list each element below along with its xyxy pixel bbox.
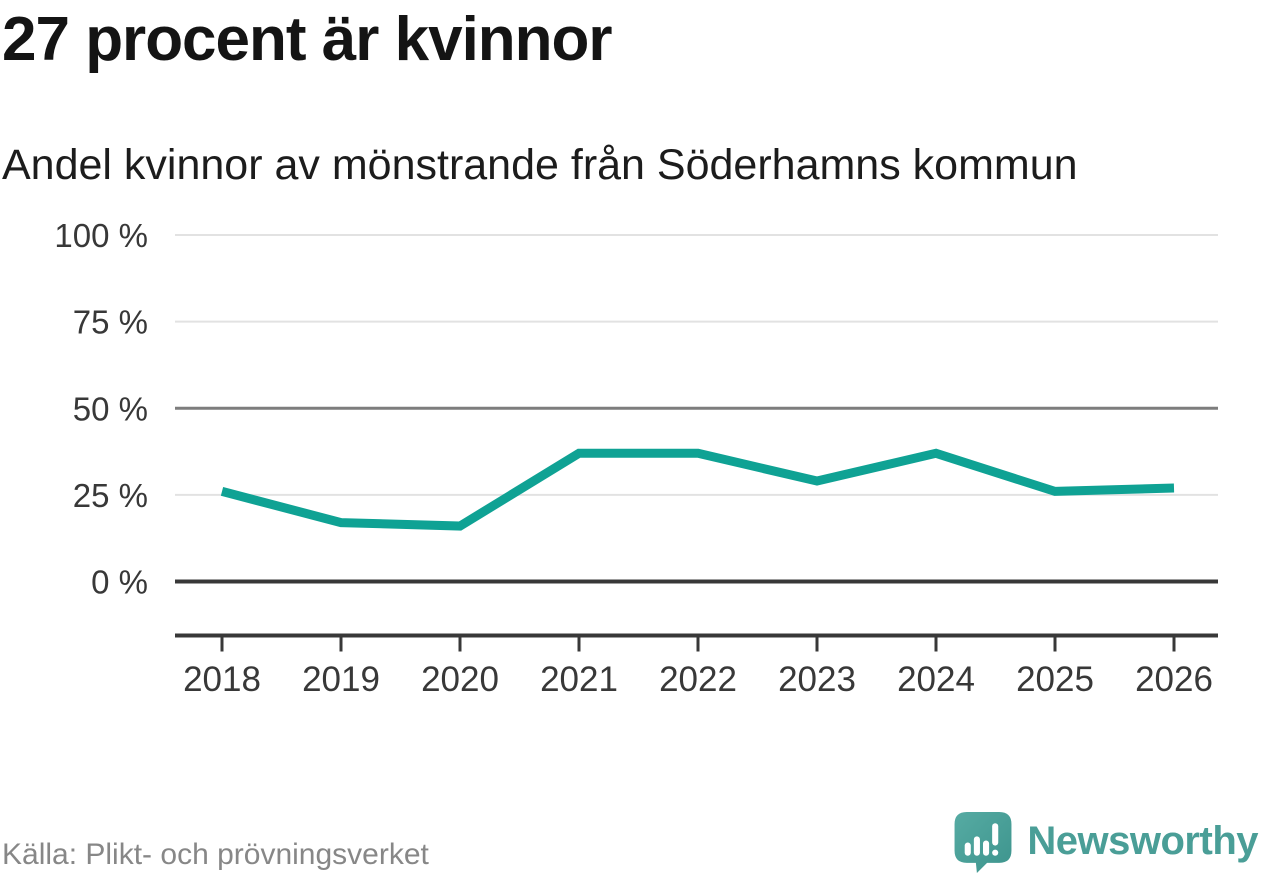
newsworthy-bubble-icon [954,812,1012,873]
x-axis-label-2023: 2023 [778,660,856,699]
page-title: 27 procent är kvinnor [2,5,613,74]
bar-chart-bar-medium [983,840,990,856]
data-line [220,448,1175,531]
x-axis-label-2022: 2022 [659,660,737,699]
x-axis-label-2026: 2026 [1135,660,1213,699]
exclamation-dot [992,849,999,856]
y-axis-label-75: 75 % [73,304,148,341]
bar-chart-bar-tall [974,836,981,856]
y-axis-label-0: 0 % [91,564,148,601]
x-axis-label-2024: 2024 [897,660,975,699]
exclamation-stem [992,823,999,846]
x-axis-label-2025: 2025 [1016,660,1094,699]
speech-bubble-shape [954,812,1012,873]
chart-subtitle: Andel kvinnor av mönstrande från Söderha… [2,141,1078,189]
x-axis-label-2019: 2019 [302,660,380,699]
newsworthy-logo: Newsworthy [952,810,1258,873]
source-note: Källa: Plikt- och prövningsverket [2,838,429,871]
line-chart: 0 % 25 % 50 % 75 % 100 % 2018 2019 2020 2021 2022… [54,217,1218,699]
bar-chart-bar-short [965,842,972,856]
x-axis-label-2018: 2018 [183,660,261,699]
y-axis-label-100: 100 % [54,217,148,254]
x-axis-label-2020: 2020 [421,660,499,699]
newsworthy-wordmark: Newsworthy [1027,819,1258,863]
x-axis-label-2021: 2021 [540,660,618,699]
y-axis-label-25: 25 % [73,477,148,514]
y-axis-label-50: 50 % [73,390,148,427]
